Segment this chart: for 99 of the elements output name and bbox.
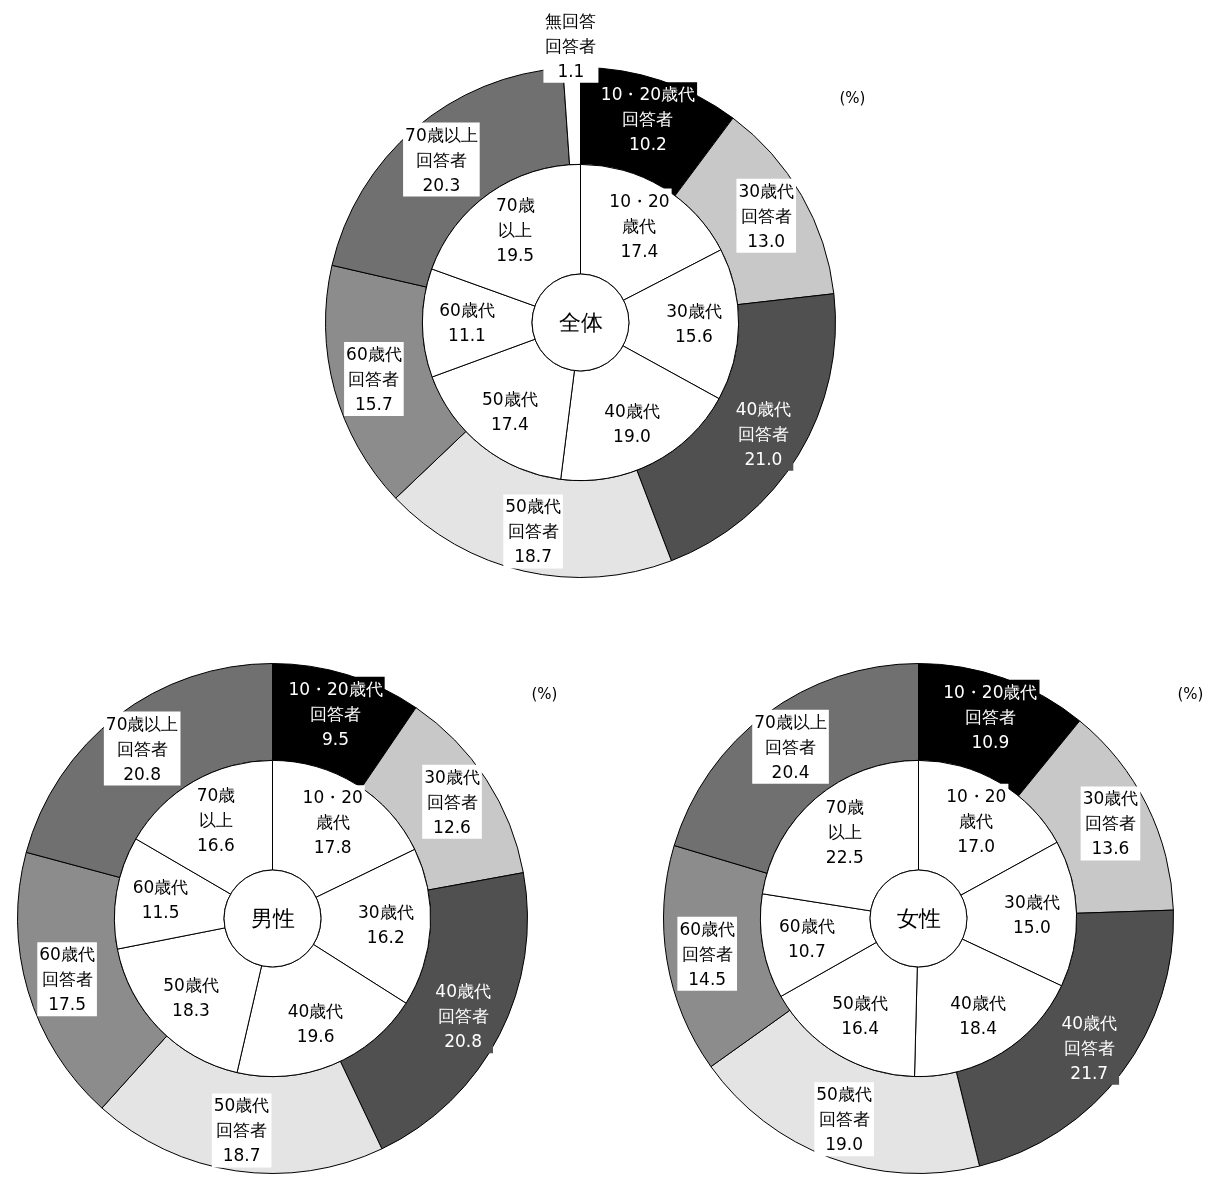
data-label: 10.9: [971, 731, 1010, 752]
slice-label: 10・20歳代: [302, 787, 363, 833]
text: 回答者: [818, 1109, 870, 1130]
slice-label: 50歳代: [832, 993, 888, 1014]
data-label: 22.5: [825, 847, 864, 868]
slice-label: 40歳代: [435, 981, 491, 1002]
data-label: 18.7: [222, 1145, 261, 1166]
text: 回答者: [437, 1006, 489, 1027]
slice-label: 回答者: [545, 35, 597, 56]
slice-label: 30歳代: [666, 301, 722, 322]
slice-label: 50歳代: [505, 496, 561, 517]
text: 回答者: [622, 109, 674, 130]
text: 回答者: [507, 521, 559, 542]
data-label: 21.0: [744, 448, 783, 469]
data-label: 13.6: [1091, 838, 1130, 859]
data-label: 19.6: [296, 1025, 335, 1046]
data-label: 15.6: [675, 326, 713, 347]
data-label: 15.7: [354, 394, 393, 415]
data-label: 20.8: [123, 763, 162, 784]
slice-label: 10・20歳代: [609, 190, 670, 236]
data-label: 20.3: [422, 174, 461, 195]
slice-label: 30歳代: [1082, 788, 1139, 809]
data-label: 17.4: [620, 240, 659, 261]
slice-label: 10・20歳代: [600, 84, 696, 105]
text: 回答者: [216, 1120, 268, 1141]
slice-label: 50歳代: [816, 1084, 872, 1105]
slice-label: 30歳代: [1004, 892, 1060, 913]
data-label: 16.6: [197, 835, 235, 856]
text: 全体: [558, 310, 603, 335]
data-label: 20.4: [771, 761, 810, 782]
slice-label: 60歳代: [346, 344, 402, 365]
data-label: 12.6: [433, 816, 471, 837]
text: 回答者: [310, 703, 362, 724]
slice-label: 70歳以上: [196, 785, 236, 831]
slice-label: 30歳代: [738, 180, 795, 201]
data-label: 17.4: [490, 413, 529, 434]
slice-label: 60歳代: [779, 916, 835, 937]
text: 回答者: [740, 205, 792, 226]
data-label: 21.7: [1070, 1062, 1109, 1083]
text: 回答者: [964, 706, 1016, 727]
data-label: 16.2: [366, 927, 405, 948]
slice-label: 10・20歳代: [288, 678, 383, 699]
data-label: 10.2: [629, 134, 667, 155]
text: (%): [839, 88, 866, 107]
data-label: 11.5: [141, 902, 180, 923]
data-label: 17.0: [957, 835, 996, 856]
data-label: 15.0: [1012, 917, 1051, 938]
slice-label: 40歳代: [735, 398, 792, 419]
slice-label: 50歳代: [482, 388, 538, 409]
slice-label: 60歳代: [679, 918, 736, 939]
text: 回答者: [681, 943, 733, 964]
slice-label: 70歳以上: [825, 797, 865, 843]
text: 女性: [896, 906, 941, 931]
data-label: 19.0: [613, 426, 651, 447]
slice-label: 回答者: [1084, 813, 1136, 834]
data-label: 20.8: [444, 1031, 483, 1052]
slice-label: 50歳代: [213, 1095, 270, 1116]
slice-label: 無回答: [545, 10, 597, 31]
slice-label: 40歳代: [604, 401, 660, 422]
text: 回答者: [1063, 1037, 1115, 1058]
slice-label: 30歳代: [424, 766, 480, 787]
slice-label: 70歳以上: [754, 711, 827, 732]
text: 男性: [250, 906, 295, 931]
data-label: 13.0: [747, 230, 786, 251]
data-label: 1.1: [557, 60, 585, 81]
data-label: 18.4: [959, 1017, 998, 1038]
data-label: 11.1: [448, 325, 486, 346]
data-label: 17.5: [48, 994, 87, 1015]
data-label: 14.5: [688, 968, 727, 989]
data-label: 10.7: [787, 941, 826, 962]
data-label: 16.4: [841, 1018, 880, 1039]
data-label: 18.7: [514, 546, 553, 567]
data-label: 19.5: [496, 244, 535, 265]
slice-label: 40歳代: [950, 992, 1006, 1013]
slice-label: 60歳代: [39, 944, 95, 965]
text: 回答者: [348, 369, 400, 390]
data-label: 18.3: [172, 999, 210, 1020]
category-label: 50歳代: [163, 974, 219, 995]
slice-label: 10・20歳代: [946, 785, 1007, 831]
text: 回答者: [737, 423, 789, 444]
slice-label: 60歳代: [439, 300, 495, 321]
slice-label: 10・20歳代: [943, 681, 1038, 702]
text: (%): [1177, 684, 1204, 703]
slice-label: 40歳代: [287, 1000, 344, 1021]
slice-label: 40歳代: [1061, 1012, 1118, 1033]
category-label: 30歳代: [357, 902, 414, 923]
text: 回答者: [415, 149, 467, 170]
slice-label: 回答者: [41, 969, 93, 990]
slice-label: 70歳以上: [405, 124, 478, 145]
slice-label: 60歳代: [132, 877, 189, 898]
text: 回答者: [426, 791, 478, 812]
text: 回答者: [116, 738, 168, 759]
data-label: 9.5: [322, 728, 350, 749]
data-label: 17.8: [313, 837, 352, 858]
data-label: 19.0: [825, 1134, 864, 1155]
text: (%): [531, 684, 558, 703]
slice-label: 70歳以上: [495, 194, 535, 240]
slice-label: 70歳以上: [105, 713, 179, 734]
text: 回答者: [765, 736, 817, 757]
